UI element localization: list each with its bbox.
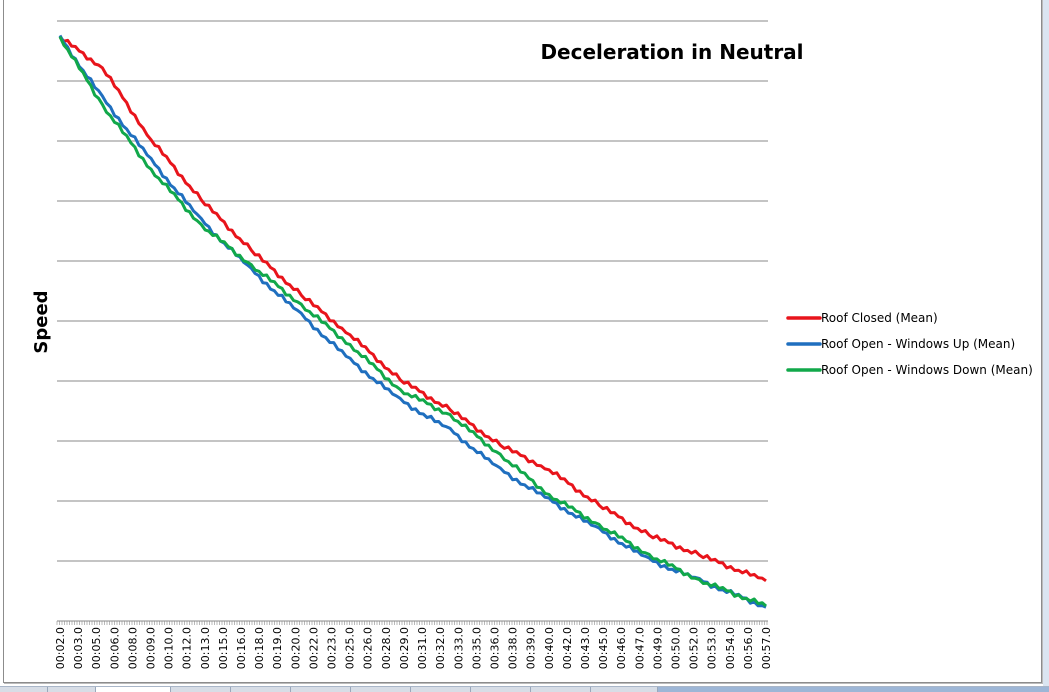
x-tick-label: 00:57.0 [760, 627, 773, 669]
legend: Roof Closed (Mean) Roof Open - Windows Up… [788, 311, 1033, 377]
x-tick-label: 00:52.0 [688, 627, 701, 669]
x-tick-label: 00:10.0 [163, 627, 176, 669]
x-tick-label: 00:54.0 [724, 627, 737, 669]
x-tick-label: 00:20.0 [289, 627, 302, 669]
x-tick-label: 00:25.0 [344, 627, 357, 669]
x-tick-label: 00:03.0 [72, 627, 85, 669]
y-axis-label: Speed [31, 290, 52, 353]
x-tick-label: 00:42.0 [561, 627, 574, 669]
x-tick-label: 00:31.0 [416, 627, 429, 669]
x-tick-label: 00:19.0 [271, 627, 284, 669]
x-tick-label: 00:28.0 [380, 627, 393, 669]
x-tick-label: 00:56.0 [742, 627, 755, 669]
x-tick-label: 00:39.0 [525, 627, 538, 669]
x-tick-label: 00:26.0 [362, 627, 375, 669]
x-tick-label: 00:47.0 [633, 627, 646, 669]
legend-entry: Roof Open - Windows Up (Mean) [821, 337, 1015, 351]
x-tick-label: 00:13.0 [199, 627, 212, 669]
x-tick-label: 00:12.0 [181, 627, 194, 669]
x-tick-label: 00:53.0 [706, 627, 719, 669]
x-tick-label: 00:23.0 [326, 627, 339, 669]
x-tick-label: 00:08.0 [126, 627, 139, 669]
x-tick-label: 00:06.0 [108, 627, 121, 669]
x-tick-label: 00:40.0 [543, 627, 556, 669]
legend-entry: Roof Open - Windows Down (Mean) [821, 363, 1033, 377]
x-tick-label: 00:09.0 [145, 627, 158, 669]
x-tick-label: 00:49.0 [651, 627, 664, 669]
x-tick-label: 00:38.0 [507, 627, 520, 669]
x-tick-label: 00:22.0 [307, 627, 320, 669]
x-tick-label: 00:15.0 [217, 627, 230, 669]
x-tick-label: 00:29.0 [398, 627, 411, 669]
series-line [60, 37, 766, 581]
x-tick-label: 00:05.0 [90, 627, 103, 669]
x-tick-label: 00:32.0 [434, 627, 447, 669]
chart-title: Deceleration in Neutral [540, 40, 803, 64]
x-tick-label: 00:50.0 [669, 627, 682, 669]
x-tick-label: 00:35.0 [470, 627, 483, 669]
legend-entry: Roof Closed (Mean) [821, 311, 938, 325]
x-tick-label: 00:16.0 [235, 627, 248, 669]
x-tick-label: 00:36.0 [488, 627, 501, 669]
x-tick-label: 00:46.0 [615, 627, 628, 669]
x-tick-label: 00:33.0 [452, 627, 465, 669]
x-tick-label: 00:02.0 [54, 627, 67, 669]
x-tick-label: 00:18.0 [253, 627, 266, 669]
x-tick-label: 00:43.0 [579, 627, 592, 669]
x-tick-label: 00:45.0 [597, 627, 610, 669]
